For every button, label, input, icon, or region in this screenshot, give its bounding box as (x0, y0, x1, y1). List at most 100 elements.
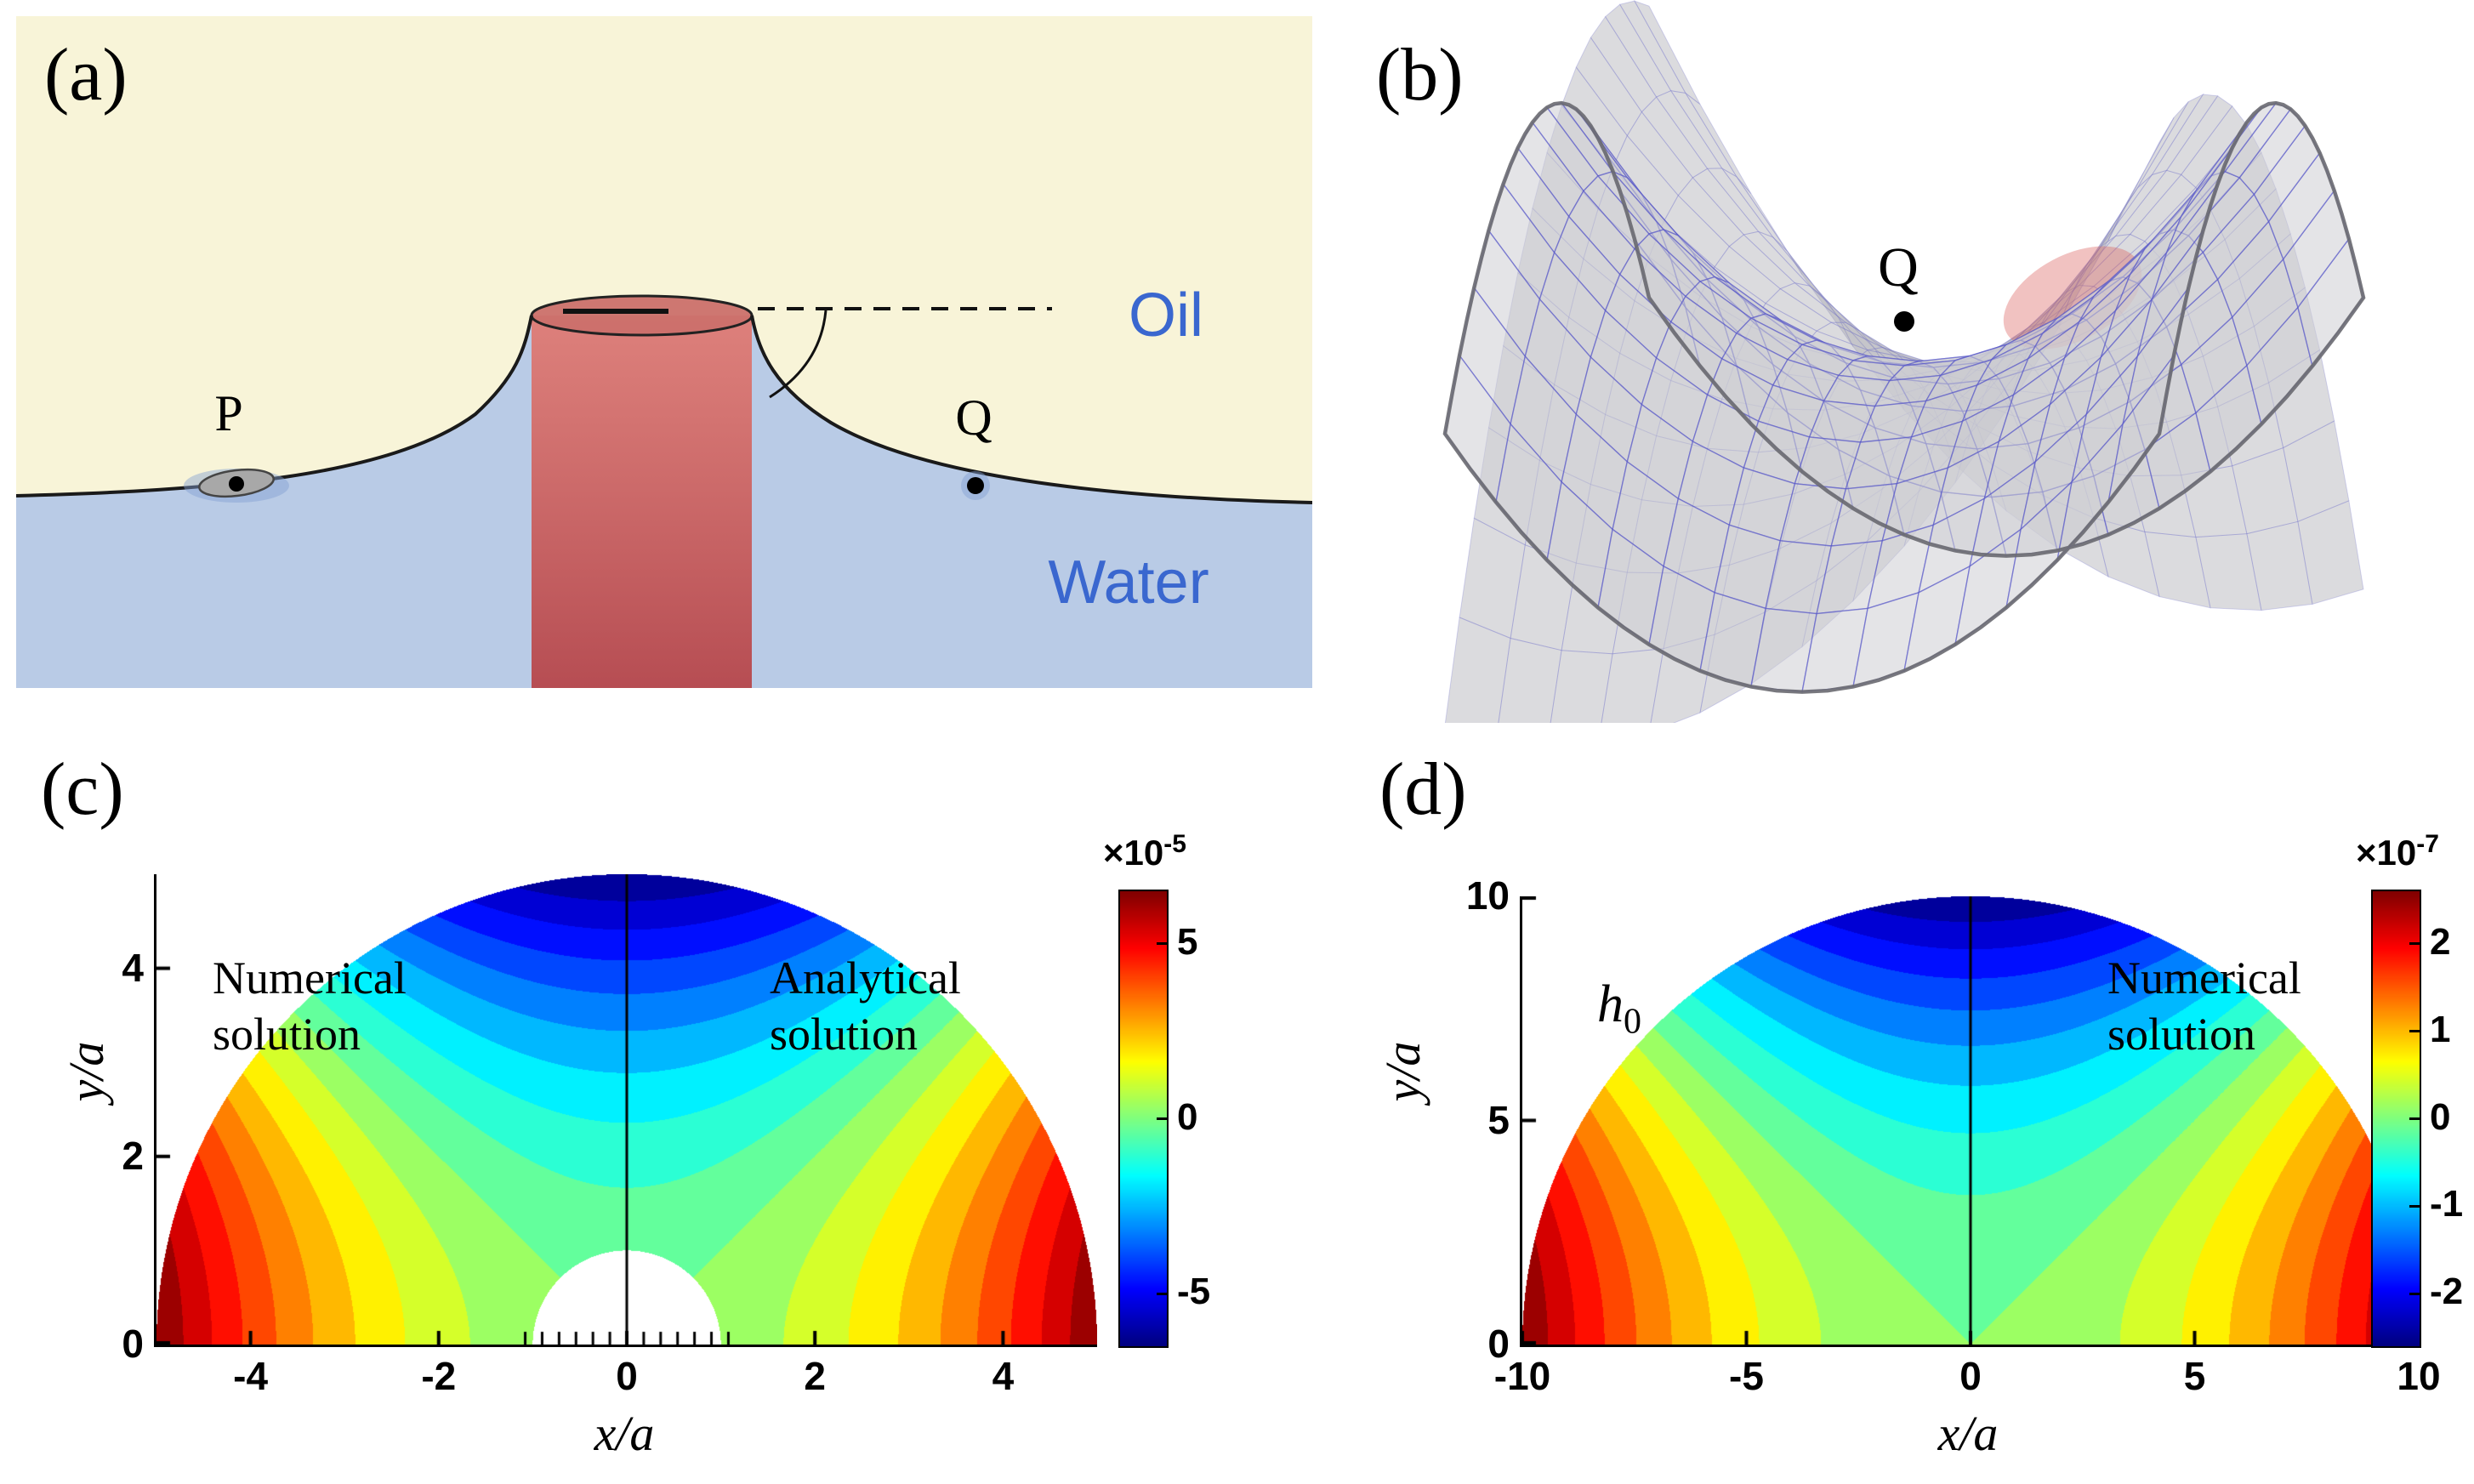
panel-d-label: (d) (1379, 748, 1467, 831)
point-q-dot-3d (1894, 311, 1914, 332)
panel-b-label: (b) (1376, 34, 1464, 117)
y-tick-label: 5 (1487, 1097, 1510, 1142)
colorbar-tick-label: 0 (1177, 1095, 1198, 1138)
contour-canvas-c (156, 874, 1097, 1345)
saddle-mesh-cell (1633, 0, 1701, 105)
saddle-mesh-cell (2085, 174, 2153, 266)
saddle-mesh-cell (2151, 94, 2219, 176)
annotation-numerical-c: Numerical solution (213, 952, 407, 1060)
colorbar-tick-mark (2409, 1030, 2420, 1033)
x-tick-label: 0 (616, 1354, 638, 1398)
saddle-mesh-cell (1846, 321, 1912, 369)
saddle-mesh-cell (1575, 37, 1642, 137)
saddle-mesh-cell (1685, 93, 1752, 195)
contact-angle-arc (769, 310, 828, 399)
point-q-label-3d: Q (1878, 236, 1919, 299)
saddle-mesh-cell (1669, 90, 1737, 178)
colorbar-tick-mark (2409, 1117, 2420, 1120)
y-tick-label: 4 (122, 945, 144, 990)
saddle-mesh-cell (2107, 117, 2175, 241)
colorbar-tick-label: 5 (1177, 920, 1198, 963)
colorbar-d: 2 1 0 -1 -2 (2371, 890, 2463, 1348)
saddle-mesh-cell (2114, 169, 2182, 237)
saddle-mesh-cell (1772, 236, 1840, 318)
saddle-mesh-cell (1779, 282, 1847, 323)
pillar-top-face (530, 294, 754, 337)
panel-c-label: (c) (41, 748, 124, 831)
saddle-mesh-cell (1706, 168, 1775, 238)
panel-a-label: (a) (44, 34, 128, 117)
saddle-mesh-cell (2122, 101, 2189, 210)
saddle-mesh-cell (1641, 96, 1709, 179)
saddle-mesh-cell (1601, 648, 1664, 723)
saddle-mesh-cell (2129, 173, 2197, 242)
colorbar-tick-label: -5 (1177, 1271, 1211, 1313)
saddle-mesh-cell (2144, 531, 2211, 609)
y-axis-label-c: y/a (59, 1041, 114, 1102)
colorbar-tick-mark (2409, 942, 2420, 946)
saddle-mesh-cell (2165, 95, 2233, 175)
point-q-label: Q (955, 389, 992, 446)
x-tick-label: -5 (1729, 1354, 1764, 1398)
saddle-mesh-cell (1765, 287, 1833, 332)
saddle-mesh-cell (1787, 251, 1854, 347)
saddle-mesh-cell (1721, 168, 1789, 253)
saddle-mesh-cell (2013, 285, 2080, 342)
y-tick-label: 0 (122, 1322, 144, 1366)
colorbar-tick-mark (2409, 1292, 2420, 1295)
saddle-mesh-cell (1743, 230, 1811, 287)
colorbar-tick-mark (1157, 942, 1167, 946)
point-p-label: P (214, 385, 242, 441)
saddle-mesh-cell (2050, 236, 2116, 310)
saddle-mesh-cell (1815, 321, 1884, 351)
pillar-shading (532, 316, 752, 688)
water-label: Water (1048, 549, 1209, 617)
saddle-mesh-cell (2064, 233, 2132, 293)
x-axis-label-c: x/a (594, 1406, 655, 1461)
colorbar-tick-mark (1157, 1117, 1167, 1120)
saddle-mesh-cell (1692, 168, 1760, 236)
saddle-mesh-cell (1618, 0, 1686, 94)
saddle-mesh-cell (1758, 230, 1825, 299)
saddle-mesh-cell (1590, 15, 1658, 113)
saddle-mesh-cell (1736, 176, 1803, 276)
x-tick-label: 10 (2397, 1354, 2441, 1398)
saddle-mesh-cell (2071, 187, 2138, 294)
saddle-mesh-cell (2136, 93, 2204, 189)
saddle-mesh-cell (2232, 446, 2299, 535)
panel-d-plot: -10 -5 0 5 10 0 5 10 (1466, 873, 2441, 1398)
saddle-mesh-cell (2195, 533, 2262, 611)
saddle-mesh-cell (1728, 234, 1796, 290)
saddle-mesh-cell (1604, 3, 1672, 98)
saddle-mesh-cell (2028, 284, 2096, 328)
saddle-mesh-cell (1794, 282, 1861, 333)
y-tick-label: 10 (1465, 873, 1510, 918)
x-tick-label: 0 (1959, 1354, 1982, 1398)
colorbar-c: 5 0 -5 (1118, 890, 1210, 1348)
colorbar-tick-label: 1 (2430, 1008, 2451, 1050)
x-tick-label: -2 (421, 1354, 457, 1398)
saddle-rim (1442, 100, 2366, 694)
colorbar-tick-label: -1 (2430, 1183, 2464, 1225)
oil-label: Oil (1129, 281, 1203, 350)
y-tick-label: 0 (1487, 1322, 1510, 1366)
colorbar-tick-mark (2409, 1204, 2420, 1208)
saddle-mesh (1442, 0, 2366, 723)
x-tick-label: 5 (2183, 1354, 2206, 1398)
point-q-dot (967, 477, 984, 494)
meniscus-left (16, 315, 533, 498)
panel-a-schematic: P Q Oil Water (16, 16, 1312, 688)
x-tick-label: 2 (804, 1354, 826, 1398)
x-tick-label: 4 (992, 1354, 1015, 1398)
panel-c-plot: -4 -2 0 2 4 0 2 4 (122, 874, 1097, 1398)
saddle-mesh-cell (2283, 420, 2350, 522)
saddle-mesh-cell (2078, 233, 2146, 287)
saddle-mesh-cell (2100, 169, 2168, 247)
saddle-mesh-cell (1459, 517, 1526, 640)
colorbar-scale-c: ×10-5 (1103, 830, 1186, 873)
saddle-mesh-cell (1498, 637, 1562, 723)
x-tick-label: -10 (1493, 1354, 1551, 1398)
annotation-h0-d: h0 (1597, 975, 1641, 1042)
colorbar-tick-mark (1157, 1292, 1167, 1295)
